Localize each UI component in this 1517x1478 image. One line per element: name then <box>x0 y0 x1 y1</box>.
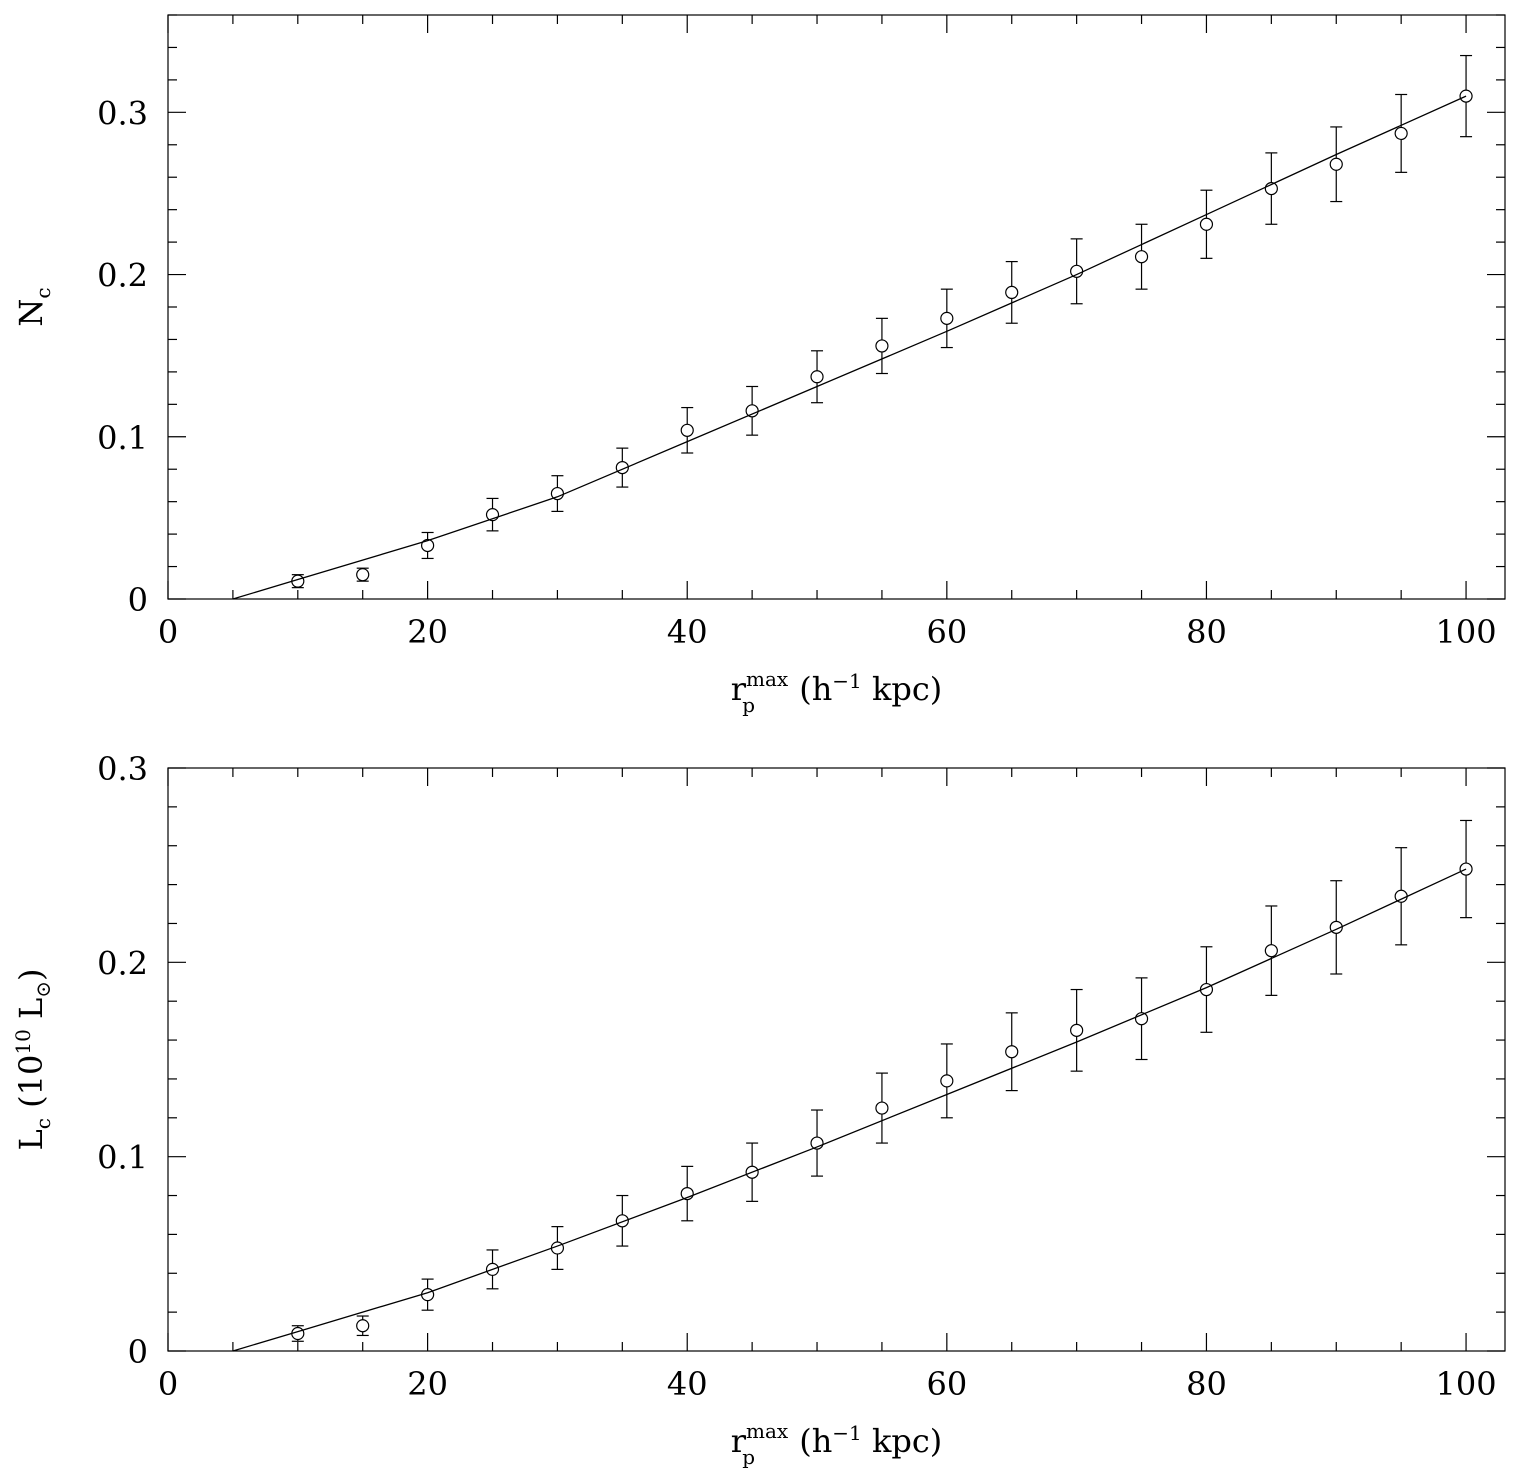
x-tick-label: 0 <box>158 1365 178 1403</box>
x-tick-label: 20 <box>407 613 448 651</box>
y-tick-label: 0.1 <box>97 419 148 457</box>
y-tick-label: 0.3 <box>97 94 148 132</box>
y-tick-label: 0.2 <box>97 944 148 982</box>
data-point <box>680 423 694 437</box>
data-point <box>1134 250 1149 264</box>
data-point <box>940 1074 954 1088</box>
data-point <box>421 538 435 553</box>
data-point <box>1329 157 1343 171</box>
data-point <box>1005 1045 1019 1059</box>
x-axis-label: rmax p (h−1 kpc) <box>731 667 942 717</box>
data-point <box>356 568 370 582</box>
data-point <box>1070 1023 1084 1037</box>
y-axis-label: Lc (1010 L⊙) <box>11 969 55 1151</box>
data-point <box>615 1214 629 1228</box>
plot-frame <box>167 767 1506 1352</box>
data-point <box>1005 285 1019 299</box>
data-point <box>810 370 824 384</box>
y-tick-label: 0.1 <box>97 1139 148 1177</box>
x-axis-label: rmax p (h−1 kpc) <box>731 1419 942 1469</box>
y-tick-label: 0 <box>128 581 148 619</box>
data-point <box>875 339 889 353</box>
data-point <box>1199 217 1214 231</box>
y-tick-label: 0.3 <box>97 750 148 788</box>
x-tick-label: 60 <box>926 1365 967 1403</box>
x-tick-label: 100 <box>1436 1365 1497 1403</box>
bottom-panel-l-c: 0 20 40 60 80 100 0 0.1 0.2 0.3 rmax p (h−1 kpc) Lc … <box>11 750 1506 1469</box>
x-tick-label: 60 <box>926 613 967 651</box>
x-tick-label: 0 <box>158 613 178 651</box>
data-point <box>291 1326 305 1341</box>
x-tick-label: 100 <box>1436 613 1497 651</box>
data-point <box>1070 264 1084 278</box>
x-tick-label: 20 <box>407 1365 448 1403</box>
y-tick-label: 0 <box>128 1333 148 1371</box>
data-point <box>356 1319 370 1333</box>
data-point <box>1264 944 1278 958</box>
data-point <box>745 404 759 418</box>
data-point <box>940 311 954 325</box>
top-panel-n-c: 0 20 40 60 80 100 0 0.1 0.2 0.3 rmax p (h−1 kpc) Nc <box>12 14 1506 717</box>
plot-frame <box>167 14 1506 600</box>
model-curve <box>232 95 1467 600</box>
x-tick-label: 40 <box>667 1365 708 1403</box>
x-tick-label: 80 <box>1186 613 1227 651</box>
data-point <box>875 1101 889 1115</box>
y-tick-label: 0.2 <box>97 257 148 295</box>
data-point <box>421 1288 435 1302</box>
model-curve <box>232 868 1467 1352</box>
x-tick-label: 40 <box>667 613 708 651</box>
x-tick-label: 80 <box>1186 1365 1227 1403</box>
y-axis-label: Nc <box>12 287 55 326</box>
data-point <box>1394 126 1408 141</box>
